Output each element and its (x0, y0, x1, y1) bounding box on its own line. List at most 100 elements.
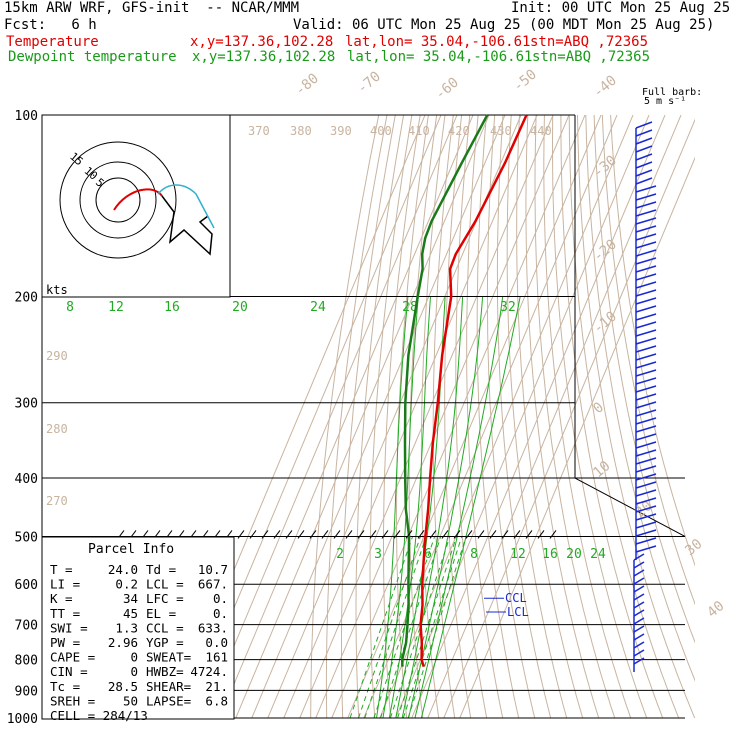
wind-barb-flag (635, 369, 657, 377)
temperature-trace (419, 114, 528, 668)
mixing-ratio-label: 8 (470, 547, 478, 562)
level-hatch (477, 530, 485, 539)
wind-barb-flag (635, 257, 657, 265)
parcel-info-key: SWI = (50, 620, 88, 635)
level-hatch (549, 530, 557, 539)
plot-area (171, 115, 695, 718)
isotherm-line (443, 118, 695, 718)
wind-barb-flag (635, 337, 657, 345)
level-hatch (489, 530, 497, 539)
parcel-info-key: PW = (50, 635, 80, 650)
isotherm-label: -60 (432, 75, 462, 104)
dry-adiabat (486, 115, 536, 718)
parcel-info-key: CIN = (50, 664, 88, 679)
level-hatch (453, 530, 461, 539)
init-time: Init: 00 UTC Mon 25 Aug 25 (511, 0, 731, 16)
parcel-info-value: 161 (205, 650, 228, 665)
wind-barb-flag (635, 145, 653, 153)
wind-barb-flag (635, 217, 657, 225)
dry-adiabat (396, 115, 429, 718)
wind-barb-flag (635, 241, 657, 249)
parcel-info-value: 45 (123, 606, 138, 621)
wind-barb-flag (635, 193, 657, 201)
hodograph-ring (79, 161, 157, 239)
isotherm-label: -50 (510, 67, 540, 96)
mixing-ratio-line (373, 536, 436, 718)
parcel-info-key: SHEAR= (146, 679, 191, 694)
pressure-tick-label: 1000 (7, 712, 38, 727)
theta-label: 410 (408, 124, 430, 138)
theta-label: 430 (490, 124, 512, 138)
level-hatch (405, 530, 413, 539)
wind-barb-flag (635, 481, 657, 489)
wind-barb-flag (635, 201, 657, 209)
dry-adiabat (432, 115, 456, 718)
isotherm-line (299, 115, 554, 718)
theta-label: 270 (46, 494, 68, 508)
hodograph-box (41, 114, 231, 298)
mixing-ratio-line (364, 536, 427, 718)
parcel-info-value: 24.0 (108, 562, 138, 577)
parcel-info-key: CELL = 284/13 (50, 708, 148, 723)
parcel-info-box (41, 536, 235, 720)
dry-adiabat (341, 115, 396, 718)
dry-adiabat (466, 115, 504, 718)
parcel-info-value: 0 (130, 650, 138, 665)
parcel-info-value: 2.96 (108, 635, 138, 650)
mixing-ratio-line (397, 536, 457, 718)
dry-adiabat (534, 115, 616, 718)
wind-barb-flag (635, 225, 657, 233)
barb-legend-title: Full barb: (642, 87, 702, 98)
isotherm-line (379, 115, 634, 718)
dry-adiabat (444, 115, 472, 718)
parcel-info-key: Tc = (50, 679, 80, 694)
isotherm-line (251, 115, 506, 718)
lcl-label: LCL (507, 605, 529, 619)
wind-barb-flag (635, 425, 657, 433)
parcel-info-title: Parcel Info (88, 542, 174, 557)
dewpoint-station: stn=ABQ ,72365 (532, 49, 651, 65)
wind-barb-flag (633, 553, 645, 561)
wind-barb-flag (635, 513, 657, 521)
hodograph-ring (95, 177, 141, 223)
mixing-ratio-label: 12 (510, 547, 526, 562)
pressure-tick-label: 200 (15, 291, 38, 306)
pressure-tick-label: 800 (15, 654, 38, 669)
ccl-label: CCL (505, 591, 527, 605)
level-hatch (261, 530, 269, 539)
forecast-hour: Fcst: 6 h (4, 17, 97, 33)
parcel-info-key: HWBZ= (146, 664, 184, 679)
level-hatch (513, 530, 521, 539)
mixing-ratio-label: 28 (402, 300, 418, 315)
parcel-info-key: Td = (146, 562, 176, 577)
hodograph-units-label: kts (46, 283, 68, 297)
mixing-ratio-label: 16 (542, 547, 558, 562)
wind-barb-flag (635, 305, 657, 313)
parcel-info-value: 28.5 (108, 679, 138, 694)
frame-right-diagonal (574, 477, 686, 537)
mixing-ratio-label: 16 (164, 300, 180, 315)
mixing-ratio-label: 24 (590, 547, 606, 562)
wind-barb-flag (635, 161, 653, 169)
parcel-info-value: 633. (198, 620, 228, 635)
theta-label: 290 (46, 349, 68, 363)
mixing-ratio-label: 6 (424, 547, 432, 562)
wind-barb-flag (633, 633, 645, 641)
pressure-tick-label: 100 (15, 109, 38, 124)
dry-adiabat (568, 115, 680, 718)
level-hatch (429, 530, 437, 539)
level-hatch (345, 530, 353, 539)
level-hatch (381, 530, 389, 539)
wind-barb-flag (635, 393, 657, 401)
wind-barb-flag (633, 569, 645, 577)
wind-barb-flag (635, 385, 657, 393)
wind-barb-flag (635, 497, 657, 505)
hodograph-mid-trace (161, 195, 213, 256)
parcel-info-key: LFC = (146, 591, 184, 606)
wind-barb-flag (635, 249, 657, 257)
parcel-info-value: 0 (130, 664, 138, 679)
wind-barb-flag (635, 313, 657, 321)
mixing-ratio-label: 24 (310, 300, 326, 315)
dry-adiabat (355, 115, 405, 718)
dry-adiabat (506, 115, 568, 718)
